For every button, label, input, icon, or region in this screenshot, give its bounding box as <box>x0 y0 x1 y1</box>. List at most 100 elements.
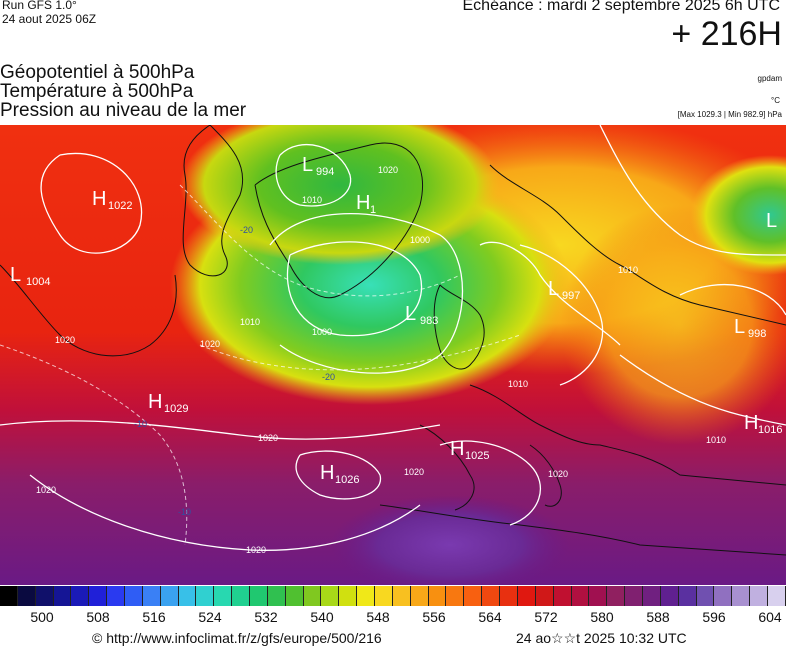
colorbar-swatch <box>267 586 286 606</box>
isobar-label: 1010 <box>706 435 726 445</box>
colorbar-swatch <box>339 586 358 606</box>
colorbar-swatch <box>589 586 608 606</box>
colorbar-swatch <box>500 586 518 606</box>
scandinavia-coast <box>489 164 786 326</box>
colorbar-tick-label: 564 <box>478 609 502 625</box>
weather-map[interactable]: H 1022 L 1004 L 994 H 1 L 983 L 997 L 99… <box>0 125 786 585</box>
isotherm-line <box>0 344 188 546</box>
isobar-label: 1010 <box>618 265 638 275</box>
colorbar-swatch <box>696 586 715 606</box>
colorbar-tick-label: 508 <box>86 609 110 625</box>
colorbar <box>0 586 786 606</box>
isobar-line <box>519 244 604 386</box>
colorbar-tick-label: 516 <box>142 609 166 625</box>
colorbar-swatch <box>214 586 233 606</box>
colorbar-tick-label: 580 <box>590 609 614 625</box>
colorbar-swatch <box>160 586 179 606</box>
colorbar-swatch <box>71 586 90 606</box>
isobar-label: 1000 <box>410 235 430 245</box>
colorbar-swatch <box>232 586 251 606</box>
colorbar-swatch <box>250 586 268 606</box>
colorbar-tick-label: 532 <box>254 609 278 625</box>
pressure-center-value: 1004 <box>26 276 50 288</box>
colorbar-swatch <box>517 586 536 606</box>
pressure-center-value: 998 <box>748 328 766 340</box>
isobars <box>0 125 786 551</box>
pressure-center-value: 994 <box>316 166 334 178</box>
isobar-line <box>479 241 621 346</box>
pressure-center-value: 1029 <box>164 403 188 415</box>
isobar-line <box>679 283 786 316</box>
isobar-line <box>295 450 381 500</box>
colorbar-swatch <box>357 586 376 606</box>
colorbar-swatch <box>321 586 340 606</box>
colorbar-swatch <box>0 586 18 606</box>
pressure-center-letter: H <box>450 438 464 460</box>
colorbar-swatch <box>607 586 626 606</box>
pressure-center-letter: H <box>356 192 370 214</box>
isobar-label: 1020 <box>246 545 266 555</box>
isobar-label: 1020 <box>548 469 568 479</box>
uk-coast <box>433 284 485 370</box>
field-cold-north <box>180 125 500 265</box>
isobar-label: 1010 <box>302 195 322 205</box>
colorbar-tick-label: 500 <box>30 609 54 625</box>
colorbar-swatch <box>571 586 590 606</box>
colorbar-tick-label: 572 <box>534 609 558 625</box>
colorbar-swatch <box>17 586 36 606</box>
isotherms <box>0 184 521 546</box>
colorbar-swatch <box>642 586 661 606</box>
footer-copyright: © http://www.infoclimat.fr/z/gfs/europe/… <box>92 630 382 646</box>
colorbar-swatch <box>446 586 465 606</box>
pressure-center-letter: H <box>148 391 162 413</box>
pressure-center-letter: L <box>10 264 21 286</box>
colorbar-swatch <box>178 586 197 606</box>
pressure-center-letter: H <box>320 462 334 484</box>
title-pressure: Pression au niveau de la mer <box>0 100 247 121</box>
isotherm-labels: -20 -20 -10 -10 <box>134 225 335 517</box>
isobar-labels: 1020 1010 1000 1020 1020 1010 1000 1010 … <box>36 165 726 555</box>
pressure-center-letter: H <box>744 412 758 434</box>
isotherm-label: -20 <box>322 372 335 382</box>
colorbar-swatch <box>464 586 483 606</box>
colorbar-swatch <box>125 586 143 606</box>
colorbar-swatch <box>553 586 572 606</box>
pressure-center-value: 1025 <box>465 450 489 462</box>
isobar-line <box>269 212 464 374</box>
isobar-label: 1020 <box>404 467 424 477</box>
colorbar-swatch <box>142 586 161 606</box>
field-warm-south <box>330 495 570 585</box>
colorbar-swatch <box>482 586 501 606</box>
colorbar-swatch <box>410 586 429 606</box>
colorbar-swatch <box>732 586 751 606</box>
pressure-center-letter: L <box>302 154 313 176</box>
colorbar-tick-label: 524 <box>198 609 222 625</box>
unit-temperature: °C <box>771 96 780 105</box>
colorbar-tick-label: 548 <box>366 609 390 625</box>
pressure-center-letter: L <box>405 303 416 325</box>
colorbar-swatch <box>196 586 215 606</box>
pressure-center-value: 1 <box>370 204 376 216</box>
colorbar-swatch <box>107 586 126 606</box>
colorbar-tick-label: 540 <box>310 609 334 625</box>
colorbar-swatch <box>678 586 697 606</box>
colorbar-tick-label: 604 <box>758 609 782 625</box>
isobar-line <box>29 474 421 551</box>
isobar-label: 1010 <box>508 379 528 389</box>
isobar-label: 1020 <box>36 485 56 495</box>
colorbar-tick-label: 556 <box>422 609 446 625</box>
isobar-line <box>599 125 786 256</box>
italy-coast <box>529 444 562 507</box>
isotherm-label: -20 <box>240 225 253 235</box>
isotherm-label: -10 <box>178 507 191 517</box>
run-label: Run GFS 1.0° <box>2 0 77 12</box>
colorbar-swatch <box>35 586 54 606</box>
colorbar-swatch <box>89 586 108 606</box>
colorbar-ticks: 500 508 516 524 532 540 548 556 564 572 580 588 596 6… <box>0 609 786 627</box>
colorbar-swatch <box>392 586 411 606</box>
title-geopotential: Géopotentiel à 500hPa <box>0 62 195 83</box>
unit-gpdam: gpdam <box>757 74 782 83</box>
isotherm-line <box>179 184 461 297</box>
pressure-center-value: 1022 <box>108 200 132 212</box>
pressure-center-letter: L <box>734 316 745 338</box>
